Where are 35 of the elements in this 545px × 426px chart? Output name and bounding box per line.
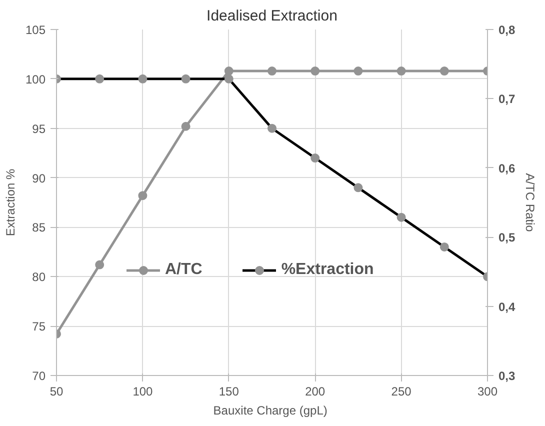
x-axis-title: Bauxite Charge (gpL) bbox=[213, 404, 328, 418]
point bbox=[310, 66, 320, 76]
y2-axis-title: A/TC Ratio bbox=[523, 173, 538, 232]
chart-title: Idealised Extraction bbox=[206, 8, 338, 24]
point bbox=[181, 122, 190, 131]
y-axis-title: Extraction % bbox=[3, 168, 18, 236]
y2-tick-label: 0,8 bbox=[498, 23, 516, 37]
point bbox=[440, 66, 449, 76]
legend-label: A/TC bbox=[165, 261, 202, 279]
x-tick-label: 50 bbox=[50, 384, 64, 398]
point bbox=[354, 66, 363, 76]
y2-tick-label: 0,4 bbox=[498, 300, 516, 314]
y-tick-label: 70 bbox=[32, 369, 46, 383]
point bbox=[268, 66, 276, 76]
x-tick-label: 100 bbox=[132, 384, 154, 398]
y2-tick-label: 0,6 bbox=[498, 161, 516, 176]
point bbox=[224, 66, 234, 76]
y2-tick-label: 0,7 bbox=[498, 92, 516, 106]
y-tick-label: 95 bbox=[32, 122, 46, 136]
y-tick-label: 90 bbox=[32, 171, 46, 186]
x-tick-label: 200 bbox=[305, 384, 326, 398]
y-tick-label: 105 bbox=[25, 23, 46, 37]
point bbox=[138, 191, 148, 200]
y-tick-label: 85 bbox=[32, 220, 46, 235]
y-tick-label: 100 bbox=[25, 72, 46, 86]
x-tick-label: 250 bbox=[391, 384, 412, 398]
x-tick-label: 300 bbox=[477, 384, 498, 398]
point bbox=[95, 260, 104, 270]
y2-tick-label: 0,3 bbox=[498, 369, 516, 383]
y2-tick-label: 0,5 bbox=[498, 230, 516, 245]
y-tick-label: 80 bbox=[32, 270, 46, 284]
point bbox=[396, 66, 406, 76]
y-tick-label: 75 bbox=[32, 320, 46, 334]
legend-label: %Extraction bbox=[281, 261, 374, 279]
x-tick-label: 150 bbox=[218, 384, 240, 398]
